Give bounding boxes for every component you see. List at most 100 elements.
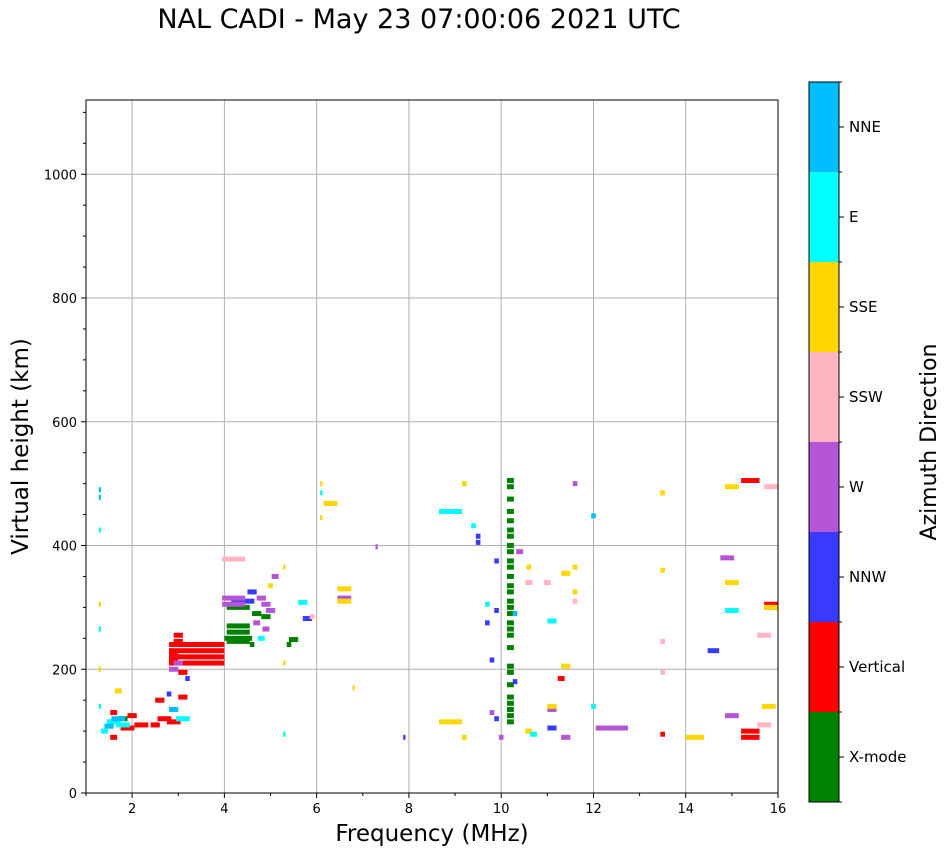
echo-point <box>547 725 557 731</box>
echo-point <box>764 601 778 607</box>
echo-point <box>337 598 352 604</box>
echo-point <box>475 539 481 545</box>
echo-point <box>111 716 126 722</box>
echo-point <box>526 564 532 570</box>
echo-points <box>98 478 778 740</box>
echo-point <box>516 549 524 555</box>
echo-point <box>506 508 514 514</box>
echo-point <box>231 598 255 604</box>
echo-point <box>155 697 165 703</box>
echo-point <box>222 556 246 562</box>
echo-point <box>256 595 266 601</box>
colorbar-segment <box>809 712 839 802</box>
echo-point <box>475 533 481 539</box>
echo-point <box>98 703 101 709</box>
echo-point <box>741 728 760 734</box>
echo-point <box>595 725 629 731</box>
chart-title: NAL CADI - May 23 07:00:06 2021 UTC <box>157 4 681 35</box>
echo-point <box>506 626 514 632</box>
echo-point <box>150 722 160 728</box>
echo-point <box>257 635 265 641</box>
echo-point <box>253 620 261 626</box>
echo-point <box>265 607 276 613</box>
echo-point <box>173 632 183 638</box>
echo-point <box>320 481 323 487</box>
colorbar-segment <box>809 532 839 622</box>
echo-point <box>561 734 571 740</box>
y-tick-label: 200 <box>52 663 77 678</box>
echo-point <box>115 722 130 728</box>
echo-point <box>512 611 518 617</box>
echo-point <box>268 583 273 589</box>
echo-point <box>283 564 286 570</box>
x-tick-label: 14 <box>677 802 694 817</box>
echo-point <box>169 706 179 712</box>
echo-point <box>494 558 499 564</box>
x-tick-label: 10 <box>493 802 510 817</box>
echo-point <box>557 676 565 682</box>
echo-point <box>249 642 255 647</box>
echo-point <box>506 632 514 638</box>
echo-point <box>252 611 262 617</box>
colorbar-label: NNE <box>849 118 881 136</box>
echo-point <box>572 564 578 570</box>
echo-point <box>262 626 270 632</box>
echo-point <box>741 478 760 484</box>
colorbar-label: X-mode <box>849 748 906 766</box>
echo-point <box>114 688 122 694</box>
x-tick-label: 12 <box>585 802 602 817</box>
echo-point <box>222 601 246 607</box>
colorbar-segment <box>809 172 839 262</box>
axis-ticks: 2 4 6 8 10 12 14 16 0 200 400 600 800 1000 <box>44 111 786 817</box>
echo-point <box>337 595 352 601</box>
echo-point <box>506 706 514 712</box>
colorbar-segment <box>809 442 839 532</box>
echo-point <box>403 734 406 740</box>
echo-point <box>506 700 514 706</box>
echo-point <box>226 604 250 610</box>
echo-point <box>337 586 352 592</box>
echo-point <box>178 669 188 675</box>
echo-point <box>506 713 514 719</box>
echo-point <box>169 666 179 672</box>
x-tick-label: 4 <box>220 802 228 817</box>
echo-point <box>175 716 190 722</box>
echo-point <box>438 508 462 514</box>
echo-point <box>288 637 299 643</box>
y-axis-label: Virtual height (km) <box>8 338 34 555</box>
echo-point <box>226 623 250 629</box>
echo-point <box>461 481 467 487</box>
echo-point <box>309 614 315 620</box>
echo-point <box>660 490 665 496</box>
echo-point <box>178 694 188 700</box>
echo-point <box>98 494 101 500</box>
y-tick-label: 1000 <box>44 168 77 183</box>
echo-point <box>98 487 101 493</box>
colorbar-label: NNW <box>849 568 886 586</box>
echo-point <box>471 523 476 529</box>
echo-point <box>764 604 778 610</box>
echo-point <box>757 722 772 728</box>
y-tick-label: 400 <box>52 540 77 555</box>
echo-point <box>707 648 720 654</box>
echo-point <box>104 723 114 729</box>
echo-point <box>561 663 571 669</box>
y-tick-label: 800 <box>52 292 77 307</box>
echo-point <box>506 719 514 725</box>
y-tick-label: 600 <box>52 416 77 431</box>
echo-point <box>506 564 514 570</box>
echo-point <box>110 710 118 716</box>
echo-point <box>525 580 533 586</box>
colorbar-label: Vertical <box>849 658 905 676</box>
echo-point <box>494 716 499 722</box>
echo-point <box>506 669 514 675</box>
echo-point <box>489 710 495 716</box>
echo-point <box>761 703 776 709</box>
x-tick-label: 6 <box>313 802 321 817</box>
echo-point <box>110 734 118 740</box>
echo-point <box>720 555 735 561</box>
echo-point <box>506 558 514 564</box>
echo-point <box>506 694 514 700</box>
echo-point <box>506 589 514 595</box>
